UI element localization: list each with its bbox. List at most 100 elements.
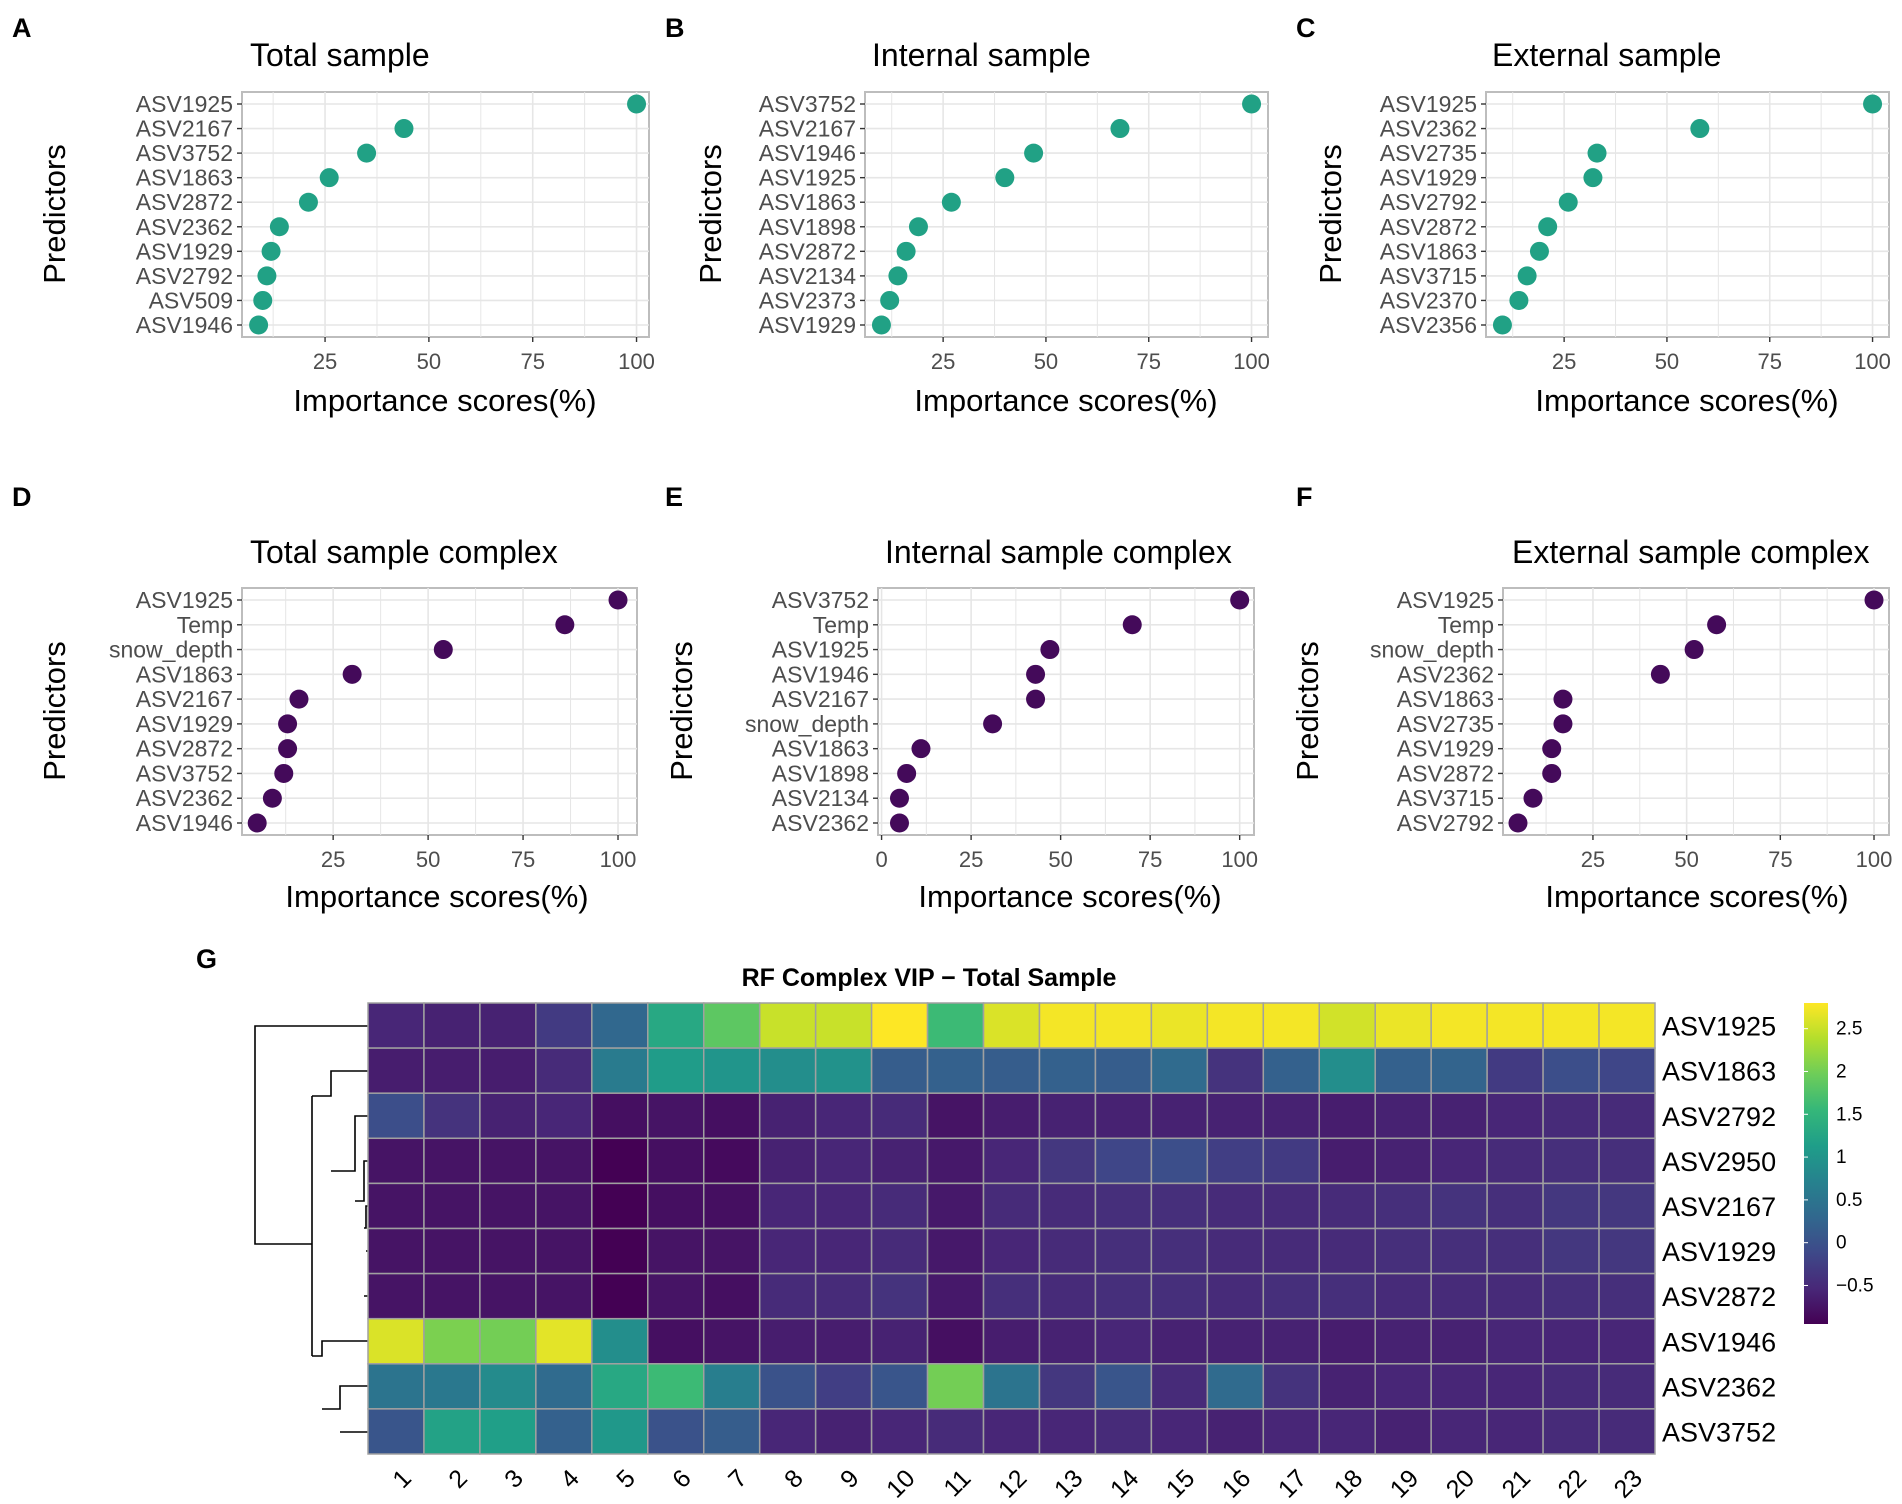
data-point-ASV2167 bbox=[1110, 119, 1130, 139]
heatmap-cell bbox=[367, 1047, 425, 1094]
data-point-ASV2167 bbox=[289, 689, 309, 709]
heatmap-column-label: 18 bbox=[1329, 1464, 1368, 1503]
y-tick-label: ASV2872 bbox=[1397, 760, 1494, 786]
y-tick-label: ASV509 bbox=[149, 287, 233, 313]
heatmap-cell bbox=[1206, 1182, 1265, 1230]
heatmap-column-label: 7 bbox=[723, 1464, 753, 1494]
heatmap-cell bbox=[423, 1363, 481, 1410]
heatmap-cell bbox=[702, 1092, 761, 1140]
heatmap-cell bbox=[367, 1182, 425, 1230]
heatmap-title: RF Complex VIP − Total Sample bbox=[742, 964, 1117, 992]
heatmap-cell bbox=[982, 1137, 1041, 1185]
heatmap-cell bbox=[926, 1227, 985, 1275]
data-point-ASV1929 bbox=[261, 241, 281, 261]
heatmap-cell bbox=[926, 1363, 985, 1410]
data-point-ASV2362 bbox=[262, 788, 282, 808]
heatmap-cell bbox=[1318, 1182, 1376, 1230]
y-tick-label: ASV3752 bbox=[136, 760, 233, 786]
heatmap-cell bbox=[367, 1092, 425, 1140]
x-tick-label: 50 bbox=[417, 349, 441, 374]
heatmap-cell bbox=[814, 1363, 873, 1410]
data-point-ASV3715 bbox=[1523, 788, 1543, 808]
data-point-ASV2362 bbox=[1690, 119, 1710, 139]
heatmap-row-label: ASV1929 bbox=[1662, 1237, 1776, 1267]
heatmap-cell bbox=[1318, 1408, 1376, 1455]
heatmap-row-label: ASV3752 bbox=[1662, 1417, 1776, 1447]
heatmap-cell bbox=[647, 1408, 705, 1455]
data-point-Temp bbox=[1707, 615, 1727, 635]
heatmap-cell bbox=[423, 1002, 481, 1049]
x-tick-label: 50 bbox=[1048, 847, 1072, 872]
x-tick-label: 50 bbox=[1655, 349, 1679, 374]
heatmap-cell bbox=[1374, 1002, 1432, 1049]
heatmap-cell bbox=[758, 1047, 817, 1094]
heatmap-cell bbox=[926, 1317, 985, 1365]
y-tick-label: ASV1946 bbox=[136, 810, 233, 836]
y-tick-label: ASV1946 bbox=[136, 312, 233, 338]
heatmap-cell bbox=[1262, 1408, 1321, 1455]
heatmap-cell bbox=[1430, 1092, 1488, 1140]
data-point-ASV2362 bbox=[889, 813, 909, 833]
heatmap-cell bbox=[1542, 1092, 1600, 1140]
heatmap-cell bbox=[535, 1227, 593, 1275]
heatmap-cell bbox=[1542, 1047, 1600, 1094]
heatmap-cells bbox=[367, 1002, 1656, 1455]
data-point-ASV2872 bbox=[1542, 763, 1562, 783]
heatmap-cell bbox=[814, 1408, 873, 1455]
panel-a-title: Total sample bbox=[250, 37, 430, 73]
heatmap-column-label: 17 bbox=[1273, 1464, 1312, 1503]
y-tick-label: ASV2362 bbox=[1397, 661, 1494, 687]
heatmap-row-label: ASV2167 bbox=[1662, 1192, 1776, 1222]
heatmap-column-label: 13 bbox=[1049, 1464, 1088, 1503]
panel-d-x-axis-title: Importance scores(%) bbox=[285, 879, 588, 914]
heatmap-cell bbox=[758, 1182, 817, 1230]
heatmap-cell bbox=[1150, 1137, 1209, 1185]
panel-a-plot-area bbox=[241, 91, 650, 338]
y-tick-label: ASV2362 bbox=[136, 785, 233, 811]
data-point-ASV2735 bbox=[1553, 714, 1573, 734]
heatmap-column-label: 14 bbox=[1105, 1464, 1145, 1504]
y-tick-label: ASV1929 bbox=[136, 711, 233, 737]
heatmap-cell bbox=[535, 1137, 593, 1185]
heatmap-cell bbox=[982, 1363, 1041, 1410]
heatmap-cell bbox=[535, 1363, 593, 1410]
panel-a-marks: 25 50 75 100ASV1925ASV2167ASV3752ASV1863ASV… bbox=[136, 91, 655, 374]
x-tick-label: 25 bbox=[1552, 349, 1576, 374]
panel-f-marks: 25 50 75 100ASV1925Tempsnow_depthASV2362ASV… bbox=[1370, 587, 1892, 872]
heatmap-cell bbox=[647, 1002, 705, 1049]
heatmap-cell bbox=[982, 1317, 1041, 1365]
data-point-ASV2167 bbox=[1026, 689, 1046, 709]
data-point-ASV1925 bbox=[627, 94, 647, 114]
heatmap-cell bbox=[870, 1363, 929, 1410]
panel-letter-b: B bbox=[665, 13, 685, 43]
panel-b: B Internal sample 25 50 75 100 ASV3752ASV216… bbox=[665, 13, 1270, 418]
heatmap-row-label: ASV2792 bbox=[1662, 1102, 1776, 1132]
legend-colorbar bbox=[1804, 1003, 1828, 1324]
data-point-ASV1863 bbox=[1553, 689, 1573, 709]
x-tick-label: 75 bbox=[1138, 847, 1162, 872]
heatmap-cell bbox=[1262, 1182, 1321, 1230]
heatmap-cell bbox=[982, 1002, 1041, 1049]
y-tick-label: ASV1946 bbox=[772, 661, 869, 687]
heatmap-cell bbox=[367, 1272, 425, 1320]
heatmap-row-label: ASV2362 bbox=[1662, 1372, 1776, 1402]
panel-letter-c: C bbox=[1296, 13, 1316, 43]
y-tick-label: ASV2362 bbox=[136, 214, 233, 240]
heatmap-row-label: ASV2950 bbox=[1662, 1147, 1776, 1177]
heatmap-cell bbox=[870, 1182, 929, 1230]
x-tick-label: 25 bbox=[959, 847, 983, 872]
heatmap-cell bbox=[1598, 1182, 1656, 1230]
x-tick-label: 25 bbox=[1581, 847, 1605, 872]
data-point-ASV1929 bbox=[871, 315, 891, 335]
heatmap-cell bbox=[1486, 1092, 1544, 1140]
heatmap-cell bbox=[647, 1047, 705, 1094]
heatmap-cell bbox=[1262, 1363, 1321, 1410]
y-tick-label: ASV2792 bbox=[1380, 189, 1477, 215]
heatmap-cell bbox=[1486, 1317, 1544, 1365]
heatmap-cell bbox=[1206, 1002, 1265, 1049]
heatmap-cell bbox=[479, 1137, 537, 1185]
y-tick-label: ASV2792 bbox=[136, 263, 233, 289]
x-tick-label: 75 bbox=[511, 847, 535, 872]
heatmap-cell bbox=[1038, 1047, 1097, 1094]
